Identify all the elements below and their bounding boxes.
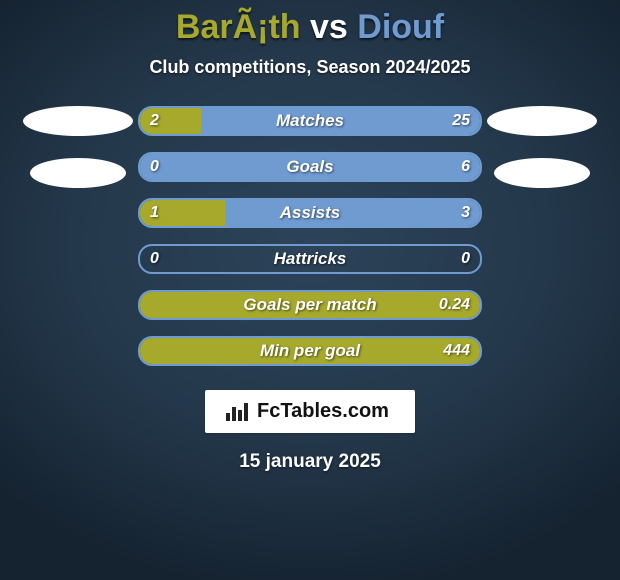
bar-chart-icon: [225, 401, 249, 423]
left-player-body-ellipse: [30, 158, 126, 188]
title-vs: vs: [301, 8, 358, 46]
stat-label: Hattricks: [140, 246, 480, 272]
stat-fill-right: [201, 108, 480, 134]
stat-fill-left: [140, 338, 480, 364]
right-player-body-ellipse: [494, 158, 590, 188]
stat-row: 0 0Hattricks: [138, 244, 482, 274]
title-right-player: Diouf: [357, 8, 444, 46]
left-player-head-ellipse: [23, 106, 133, 136]
chart-area: 225Matches06Goals13Assists00Hattricks0.2…: [0, 106, 620, 366]
brand-box: FcTables.com: [205, 390, 415, 433]
left-player-photo-col: [18, 106, 138, 188]
stat-row: 13Assists: [138, 198, 482, 228]
stat-value-right: 6: [461, 154, 470, 180]
stat-value-left: 2: [150, 108, 159, 134]
stat-value-right: 3: [461, 200, 470, 226]
stat-fill-right: [140, 154, 480, 180]
stat-row: 0.24Goals per match: [138, 290, 482, 320]
stat-value-right: 444: [443, 338, 470, 364]
brand-text: FcTables.com: [257, 400, 389, 423]
comparison-card: BarÃ¡th vs Diouf Club competitions, Seas…: [0, 0, 620, 580]
page-title: BarÃ¡th vs Diouf: [176, 8, 444, 47]
subtitle: Club competitions, Season 2024/2025: [149, 57, 470, 78]
stat-value-right: 25: [452, 108, 470, 134]
right-player-head-ellipse: [487, 106, 597, 136]
right-player-photo-col: [482, 106, 602, 188]
stat-row: 225Matches: [138, 106, 482, 136]
stat-bars: 225Matches06Goals13Assists00Hattricks0.2…: [138, 106, 482, 366]
title-left-player: BarÃ¡th: [176, 8, 301, 46]
stat-value-left: 0: [150, 154, 159, 180]
stat-value-left: 0: [150, 246, 159, 272]
stat-value-right: 0.24: [439, 292, 470, 318]
stat-row: 444Min per goal: [138, 336, 482, 366]
stat-value-right: 0: [461, 246, 470, 272]
footer-date: 15 january 2025: [239, 451, 381, 473]
stat-fill-left: [140, 292, 480, 318]
stat-value-left: 1: [150, 200, 159, 226]
stat-row: 06Goals: [138, 152, 482, 182]
stat-fill-right: [225, 200, 480, 226]
